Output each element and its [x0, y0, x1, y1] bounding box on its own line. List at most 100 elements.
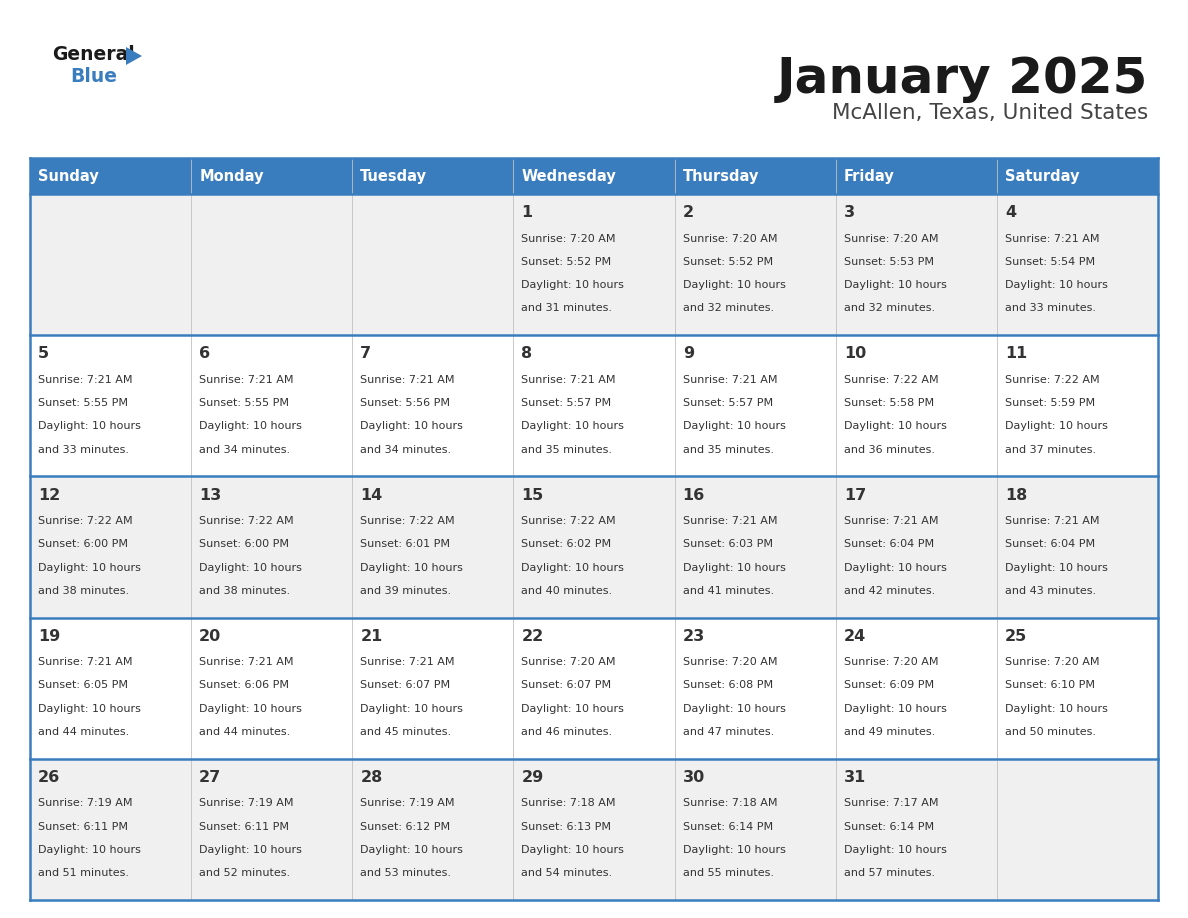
Text: 26: 26	[38, 770, 61, 785]
Text: Daylight: 10 hours: Daylight: 10 hours	[683, 280, 785, 290]
Text: Sunrise: 7:21 AM: Sunrise: 7:21 AM	[200, 657, 293, 667]
Text: Sunrise: 7:21 AM: Sunrise: 7:21 AM	[1005, 233, 1099, 243]
Text: and 31 minutes.: and 31 minutes.	[522, 304, 613, 313]
Text: 12: 12	[38, 487, 61, 503]
Text: Sunset: 6:08 PM: Sunset: 6:08 PM	[683, 680, 772, 690]
Text: Sunset: 6:06 PM: Sunset: 6:06 PM	[200, 680, 289, 690]
Text: Sunrise: 7:18 AM: Sunrise: 7:18 AM	[522, 799, 617, 809]
Text: and 55 minutes.: and 55 minutes.	[683, 868, 773, 879]
Text: Daylight: 10 hours: Daylight: 10 hours	[683, 421, 785, 431]
Text: Friday: Friday	[843, 169, 895, 184]
Text: Daylight: 10 hours: Daylight: 10 hours	[843, 563, 947, 573]
Text: 20: 20	[200, 629, 221, 644]
Text: 31: 31	[843, 770, 866, 785]
Polygon shape	[126, 47, 143, 65]
Bar	[835, 158, 997, 194]
Text: Sunset: 6:01 PM: Sunset: 6:01 PM	[360, 539, 450, 549]
Text: Daylight: 10 hours: Daylight: 10 hours	[200, 845, 302, 855]
Text: 5: 5	[38, 346, 49, 362]
Text: Sunrise: 7:22 AM: Sunrise: 7:22 AM	[38, 516, 133, 526]
Text: and 37 minutes.: and 37 minutes.	[1005, 444, 1097, 454]
Text: 9: 9	[683, 346, 694, 362]
Text: Daylight: 10 hours: Daylight: 10 hours	[360, 421, 463, 431]
Text: Sunset: 5:57 PM: Sunset: 5:57 PM	[683, 398, 772, 408]
Text: 28: 28	[360, 770, 383, 785]
Text: and 35 minutes.: and 35 minutes.	[522, 444, 613, 454]
Text: and 54 minutes.: and 54 minutes.	[522, 868, 613, 879]
Text: and 51 minutes.: and 51 minutes.	[38, 868, 129, 879]
Text: Sunset: 5:52 PM: Sunset: 5:52 PM	[522, 257, 612, 267]
Text: 15: 15	[522, 487, 544, 503]
Text: Daylight: 10 hours: Daylight: 10 hours	[360, 563, 463, 573]
Text: and 32 minutes.: and 32 minutes.	[683, 304, 773, 313]
Text: 13: 13	[200, 487, 221, 503]
Text: Thursday: Thursday	[683, 169, 759, 184]
Text: and 38 minutes.: and 38 minutes.	[200, 586, 290, 596]
Text: Sunset: 5:58 PM: Sunset: 5:58 PM	[843, 398, 934, 408]
Text: Sunset: 6:12 PM: Sunset: 6:12 PM	[360, 822, 450, 832]
Text: Daylight: 10 hours: Daylight: 10 hours	[843, 280, 947, 290]
Bar	[513, 158, 675, 194]
Text: Sunrise: 7:20 AM: Sunrise: 7:20 AM	[1005, 657, 1099, 667]
Text: and 44 minutes.: and 44 minutes.	[38, 727, 129, 737]
Text: Sunset: 5:59 PM: Sunset: 5:59 PM	[1005, 398, 1095, 408]
Text: Daylight: 10 hours: Daylight: 10 hours	[683, 704, 785, 713]
Text: Sunrise: 7:21 AM: Sunrise: 7:21 AM	[38, 657, 133, 667]
Text: Sunrise: 7:22 AM: Sunrise: 7:22 AM	[200, 516, 293, 526]
Text: Daylight: 10 hours: Daylight: 10 hours	[843, 421, 947, 431]
Text: Daylight: 10 hours: Daylight: 10 hours	[360, 704, 463, 713]
Text: Sunrise: 7:21 AM: Sunrise: 7:21 AM	[360, 375, 455, 385]
Text: 22: 22	[522, 629, 544, 644]
Bar	[30, 476, 1158, 618]
Text: and 34 minutes.: and 34 minutes.	[200, 444, 290, 454]
Text: Sunset: 5:56 PM: Sunset: 5:56 PM	[360, 398, 450, 408]
Text: Daylight: 10 hours: Daylight: 10 hours	[200, 421, 302, 431]
Text: and 33 minutes.: and 33 minutes.	[38, 444, 129, 454]
Text: and 45 minutes.: and 45 minutes.	[360, 727, 451, 737]
Text: 14: 14	[360, 487, 383, 503]
Text: Daylight: 10 hours: Daylight: 10 hours	[522, 563, 625, 573]
Text: 29: 29	[522, 770, 544, 785]
Text: Sunrise: 7:19 AM: Sunrise: 7:19 AM	[360, 799, 455, 809]
Text: 17: 17	[843, 487, 866, 503]
Text: Daylight: 10 hours: Daylight: 10 hours	[1005, 563, 1107, 573]
Text: Sunset: 6:14 PM: Sunset: 6:14 PM	[843, 822, 934, 832]
Text: Sunset: 6:09 PM: Sunset: 6:09 PM	[843, 680, 934, 690]
Text: Sunset: 5:52 PM: Sunset: 5:52 PM	[683, 257, 772, 267]
Text: 2: 2	[683, 206, 694, 220]
Bar	[30, 759, 1158, 900]
Text: Sunrise: 7:22 AM: Sunrise: 7:22 AM	[1005, 375, 1100, 385]
Text: and 40 minutes.: and 40 minutes.	[522, 586, 613, 596]
Text: Sunset: 5:53 PM: Sunset: 5:53 PM	[843, 257, 934, 267]
Text: and 50 minutes.: and 50 minutes.	[1005, 727, 1095, 737]
Text: Tuesday: Tuesday	[360, 169, 428, 184]
Bar	[30, 335, 1158, 476]
Text: Sunrise: 7:19 AM: Sunrise: 7:19 AM	[38, 799, 133, 809]
Text: Sunrise: 7:22 AM: Sunrise: 7:22 AM	[843, 375, 939, 385]
Text: Daylight: 10 hours: Daylight: 10 hours	[522, 421, 625, 431]
Text: Sunset: 6:10 PM: Sunset: 6:10 PM	[1005, 680, 1095, 690]
Text: 7: 7	[360, 346, 372, 362]
Text: Sunset: 5:55 PM: Sunset: 5:55 PM	[200, 398, 289, 408]
Text: and 41 minutes.: and 41 minutes.	[683, 586, 773, 596]
Text: Daylight: 10 hours: Daylight: 10 hours	[38, 563, 141, 573]
Text: 16: 16	[683, 487, 704, 503]
Text: Sunset: 6:04 PM: Sunset: 6:04 PM	[1005, 539, 1095, 549]
Text: Sunset: 6:00 PM: Sunset: 6:00 PM	[38, 539, 128, 549]
Text: Sunrise: 7:22 AM: Sunrise: 7:22 AM	[522, 516, 617, 526]
Text: Daylight: 10 hours: Daylight: 10 hours	[38, 845, 141, 855]
Text: Daylight: 10 hours: Daylight: 10 hours	[843, 704, 947, 713]
Text: Sunset: 6:13 PM: Sunset: 6:13 PM	[522, 822, 612, 832]
Bar	[30, 618, 1158, 759]
Text: and 49 minutes.: and 49 minutes.	[843, 727, 935, 737]
Text: Daylight: 10 hours: Daylight: 10 hours	[38, 704, 141, 713]
Text: Daylight: 10 hours: Daylight: 10 hours	[683, 845, 785, 855]
Text: Sunrise: 7:20 AM: Sunrise: 7:20 AM	[522, 657, 617, 667]
Text: Sunrise: 7:20 AM: Sunrise: 7:20 AM	[843, 657, 939, 667]
Text: Monday: Monday	[200, 169, 264, 184]
Text: Sunset: 6:03 PM: Sunset: 6:03 PM	[683, 539, 772, 549]
Text: 11: 11	[1005, 346, 1028, 362]
Text: and 47 minutes.: and 47 minutes.	[683, 727, 773, 737]
Text: and 57 minutes.: and 57 minutes.	[843, 868, 935, 879]
Text: Sunset: 5:55 PM: Sunset: 5:55 PM	[38, 398, 128, 408]
